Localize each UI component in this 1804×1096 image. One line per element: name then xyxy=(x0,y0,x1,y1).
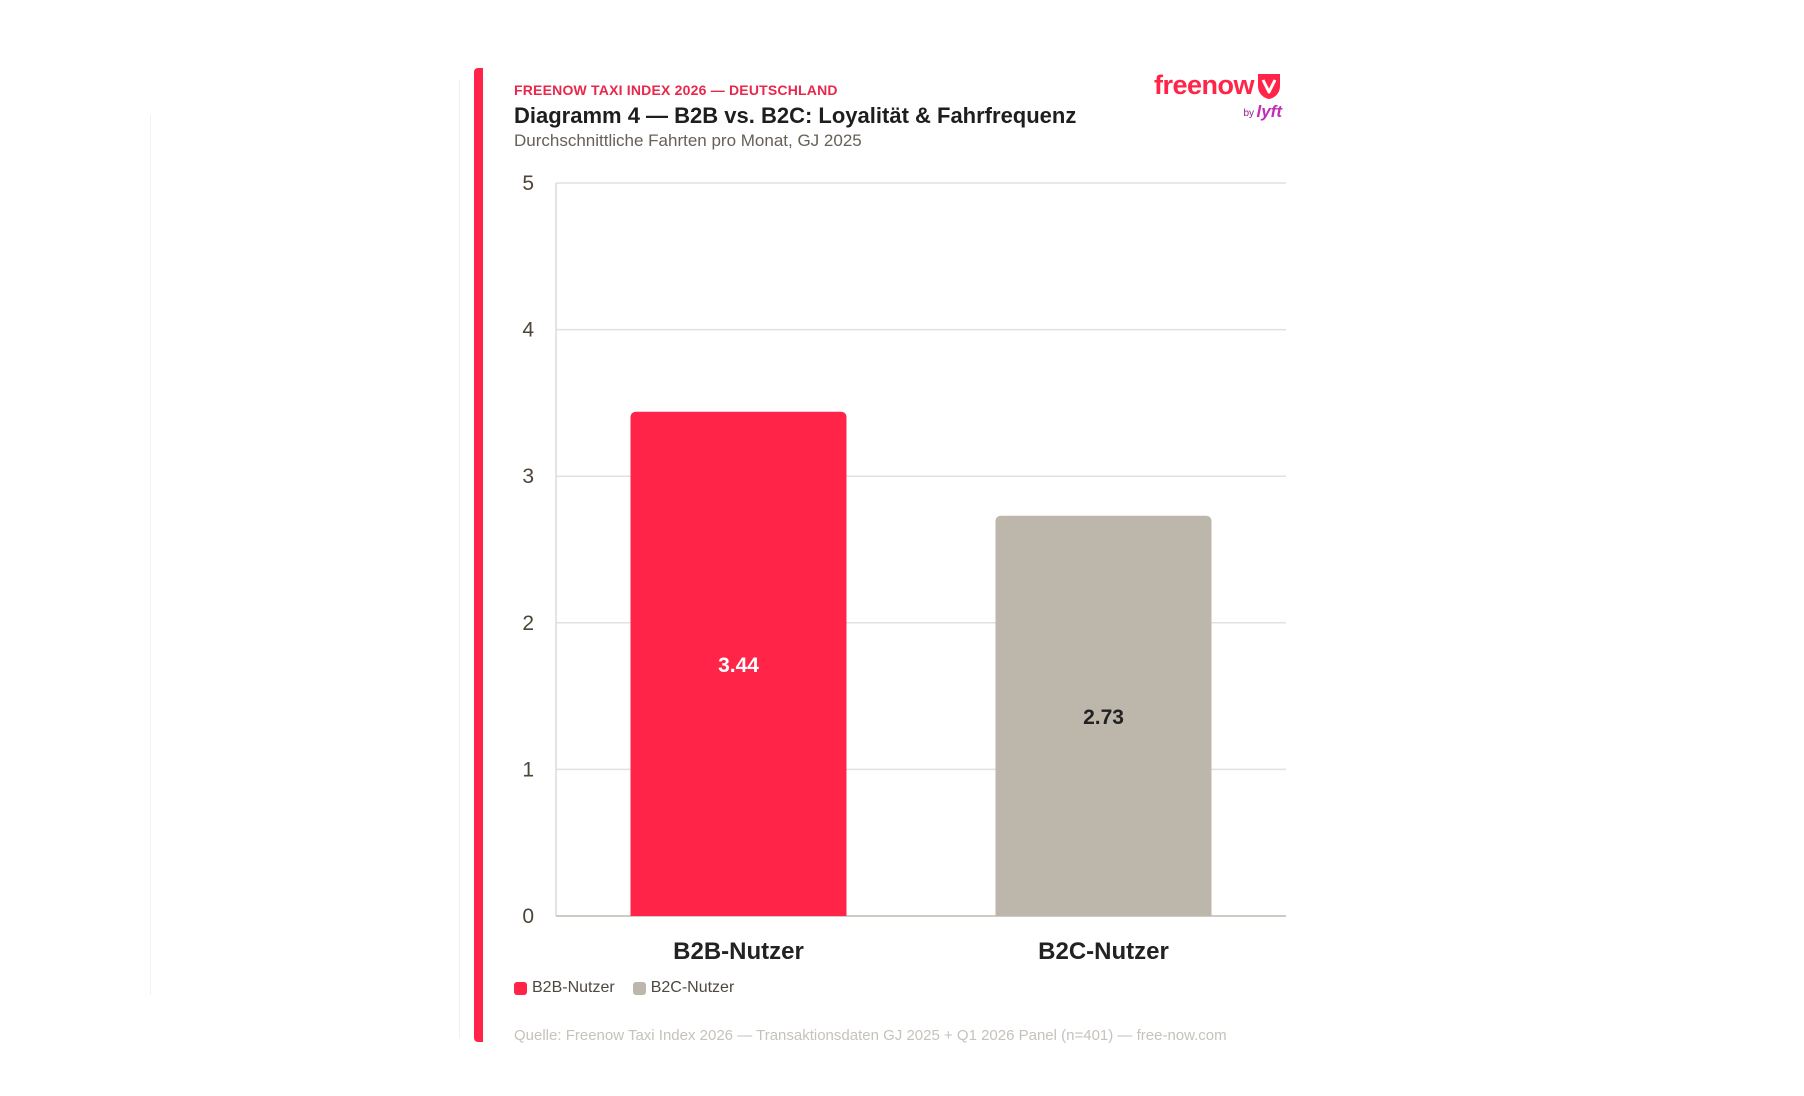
accent-bar xyxy=(474,68,483,1042)
y-tick-label: 2 xyxy=(522,612,534,635)
background-divider xyxy=(150,115,151,995)
background-divider xyxy=(459,80,460,1038)
chart-legend: B2B-Nutzer B2C-Nutzer xyxy=(514,979,752,997)
bar-b2c-nutzer xyxy=(995,515,1212,916)
legend-label-b2c: B2C-Nutzer xyxy=(650,979,735,996)
report-kicker: FREENOW TAXI INDEX 2026 — DEUTSCHLAND xyxy=(514,82,838,98)
brand-name: freenow xyxy=(1153,70,1255,100)
bar-b2b-nutzer xyxy=(630,411,847,916)
bar-value-label: 2.73 xyxy=(1083,706,1124,729)
brand-partner: lyft xyxy=(1256,102,1283,121)
y-tick-label: 1 xyxy=(522,758,534,781)
x-tick-label: B2C-Nutzer xyxy=(1038,938,1169,965)
y-tick-label: 0 xyxy=(522,905,534,928)
legend-item-b2b: B2B-Nutzer xyxy=(514,979,615,997)
legend-item-b2c: B2C-Nutzer xyxy=(632,979,735,997)
y-tick-label: 3 xyxy=(522,465,534,488)
chart-title: Diagramm 4 — B2B vs. B2C: Loyalität & Fa… xyxy=(514,103,1077,128)
freenow-logo-icon xyxy=(1258,74,1280,99)
chart-subtitle: Durchschnittliche Fahrten pro Monat, GJ … xyxy=(514,131,862,150)
source-note: Quelle: Freenow Taxi Index 2026 — Transa… xyxy=(514,1027,1227,1044)
brand-logo: freenow by lyft xyxy=(1126,68,1282,128)
y-tick-label: 4 xyxy=(522,319,534,342)
x-tick-label: B2B-Nutzer xyxy=(673,938,804,965)
y-tick-label: 5 xyxy=(522,172,534,195)
legend-swatch-b2b xyxy=(514,981,527,995)
bar-value-label: 3.44 xyxy=(718,654,759,677)
legend-swatch-b2c xyxy=(632,981,646,995)
brand-by: by xyxy=(1243,108,1254,119)
legend-label-b2b: B2B-Nutzer xyxy=(532,979,615,996)
